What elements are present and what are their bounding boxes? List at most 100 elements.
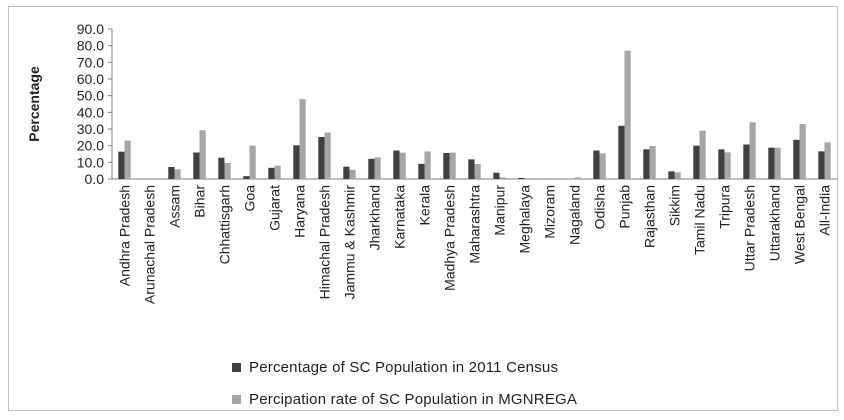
legend: Percentage of SC Population in 2011 Cens… — [232, 356, 577, 420]
y-tick-label: 40.0 — [77, 104, 104, 120]
bar-census — [743, 145, 749, 180]
bar-mgnrega — [175, 169, 181, 179]
y-axis-label: Percentage — [26, 66, 42, 142]
bar-census — [518, 178, 524, 179]
bar-mgnrega — [675, 172, 681, 179]
bar-census — [493, 173, 499, 179]
bar-census — [293, 145, 299, 179]
y-tick-label: 60.0 — [77, 71, 104, 87]
bar-census — [693, 146, 699, 179]
bar-census — [793, 140, 799, 179]
x-tick-label: Himachal Pradesh — [317, 185, 333, 299]
bar-census — [193, 153, 199, 180]
bar-census — [343, 167, 349, 179]
x-tick-label: Manipur — [492, 185, 508, 236]
bar-census — [168, 167, 174, 179]
y-tick-labels: 0.010.020.030.040.050.060.070.080.090.0 — [77, 21, 112, 187]
x-tick-label: Madhya Pradesh — [442, 185, 458, 291]
bar-mgnrega — [375, 157, 381, 179]
x-tick-label: Jharkhand — [367, 185, 383, 250]
bar-census — [268, 168, 274, 179]
x-tick-label: Haryana — [292, 185, 308, 238]
bar-mgnrega — [350, 170, 356, 179]
bar-census — [718, 149, 724, 179]
bar-census — [243, 176, 249, 179]
x-tick-label: Odisha — [592, 185, 608, 230]
bar-mgnrega — [625, 51, 631, 179]
x-tick-label: Arunachal Pradesh — [142, 185, 158, 304]
bar-census — [768, 148, 774, 179]
x-tick-label: Chhattisgarh — [217, 185, 233, 264]
x-tick-label: West Bengal — [792, 185, 808, 264]
legend-swatch-census — [232, 363, 241, 372]
x-tick-label: Nagaland — [567, 185, 583, 245]
bar-census — [618, 126, 624, 179]
x-tick-label: Bihar — [192, 185, 208, 218]
y-tick-label: 70.0 — [77, 54, 104, 70]
y-tick-label: 80.0 — [77, 38, 104, 54]
legend-swatch-mgnrega — [232, 395, 241, 404]
y-tick-label: 90.0 — [77, 21, 104, 37]
x-tick-label: Tamil Nadu — [692, 185, 708, 255]
x-tick-labels: Andhra Pradesh Arunachal Pradesh Assam Biha… — [117, 185, 833, 304]
bar-census — [393, 151, 399, 180]
bar-mgnrega — [400, 153, 406, 179]
legend-item-census: Percentage of SC Population in 2011 Cens… — [232, 356, 577, 378]
x-tick-label: Meghalaya — [517, 185, 533, 254]
bar-mgnrega — [225, 163, 231, 179]
bar-mgnrega — [700, 131, 706, 179]
x-tick-label: Rajasthan — [642, 185, 658, 248]
bar-census — [418, 164, 424, 179]
y-tick-label: 50.0 — [77, 88, 104, 104]
y-tick-label: 30.0 — [77, 121, 104, 137]
x-tick-label: Uttar Pradesh — [742, 185, 758, 271]
bar-mgnrega — [425, 152, 431, 180]
bar-mgnrega — [325, 133, 331, 180]
bar-mgnrega — [750, 122, 756, 179]
bar-mgnrega — [125, 141, 131, 179]
bar-census — [443, 153, 449, 179]
y-tick-label: 20.0 — [77, 138, 104, 154]
y-tick-label: 10.0 — [77, 154, 104, 170]
x-tick-label: Uttarakhand — [767, 185, 783, 261]
bar-mgnrega — [575, 177, 581, 179]
x-tick-label: Maharashtra — [467, 185, 483, 264]
bar-census — [318, 137, 324, 179]
bar-census — [818, 151, 824, 179]
bar-mgnrega — [250, 146, 256, 179]
x-tick-label: Gujarat — [267, 185, 283, 231]
y-tick-label: 0.0 — [85, 171, 105, 187]
legend-label-census: Percentage of SC Population in 2011 Cens… — [249, 359, 558, 376]
bar-mgnrega — [525, 178, 531, 179]
bar-mgnrega — [800, 124, 806, 179]
x-tick-label: Goa — [242, 185, 258, 212]
bar-census — [218, 158, 224, 179]
bar-mgnrega — [300, 99, 306, 179]
bar-census — [368, 159, 374, 179]
x-tick-label: Kerala — [417, 185, 433, 226]
bar-census — [468, 159, 474, 179]
bar-mgnrega — [650, 146, 656, 179]
bar-mgnrega — [775, 148, 781, 179]
x-tick-label: Punjab — [617, 185, 633, 229]
bar-census — [668, 171, 674, 179]
bars — [118, 51, 830, 179]
x-tick-label: Andhra Pradesh — [117, 185, 133, 286]
bar-mgnrega — [275, 166, 281, 179]
bar-census — [118, 152, 124, 179]
bar-mgnrega — [825, 142, 831, 179]
bar-census — [593, 151, 599, 180]
x-tick-label: Assam — [167, 185, 183, 228]
bar-mgnrega — [475, 164, 481, 179]
legend-label-mgnrega: Percipation rate of SC Population in MGN… — [249, 391, 577, 408]
legend-item-mgnrega: Percipation rate of SC Population in MGN… — [232, 388, 577, 410]
x-tick-label: All-India — [817, 185, 833, 236]
bar-mgnrega — [725, 152, 731, 179]
bar-mgnrega — [600, 153, 606, 179]
x-tick-label: Karnataka — [392, 185, 408, 249]
bar-mgnrega — [500, 177, 506, 179]
x-tick-label: Jammu & Kashmir — [342, 185, 358, 300]
x-tick-label: Mizoram — [542, 185, 558, 239]
bar-mgnrega — [450, 153, 456, 179]
